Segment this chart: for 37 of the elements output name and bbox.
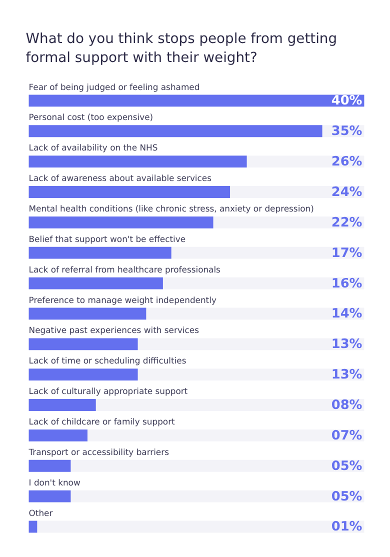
- data-label: 24%: [331, 184, 362, 200]
- data-label: 35%: [331, 124, 362, 140]
- bar: [28, 429, 88, 442]
- y-tick-label: Lack of time or scheduling difficulties: [28, 356, 186, 366]
- text: What do you think stops people from getting: [26, 31, 338, 48]
- data-label: 14%: [331, 306, 362, 322]
- data-label: 40%: [331, 94, 362, 109]
- y-tick-label: Lack of culturally appropriate support: [28, 386, 188, 396]
- y-tick-label: Lack of childcare or family support: [28, 416, 176, 427]
- data-label: 13%: [331, 337, 362, 352]
- y-tick-label: Mental health conditions (like chronic stress, anxiety or depression): [28, 204, 314, 214]
- y-tick-label: Fear of being judged or feeling ashamed: [28, 82, 200, 92]
- data-label: 26%: [331, 154, 362, 170]
- data-label: 13%: [331, 368, 362, 383]
- data-label: 22%: [331, 215, 362, 230]
- data-label: 17%: [331, 246, 362, 261]
- y-tick-label: Negative past experiences with services: [28, 325, 199, 336]
- y-tick-label: Personal cost (too expensive): [28, 112, 154, 122]
- data-label: 16%: [331, 276, 362, 292]
- y-tick-label: Preference to manage weight independently: [28, 294, 216, 305]
- bar: [28, 460, 71, 472]
- y-tick-label: Transport or accessibility barriers: [28, 446, 169, 457]
- text: formal support with their weight?: [26, 50, 258, 66]
- bar: [28, 520, 38, 533]
- y-tick-label: Other: [28, 508, 54, 518]
- y-tick-label: I don't know: [28, 477, 80, 488]
- data-label: 05%: [331, 458, 362, 474]
- y-tick-label: Lack of availability on the NHS: [28, 142, 158, 153]
- data-label: 08%: [331, 398, 362, 413]
- data-label: 07%: [331, 428, 362, 444]
- data-label: 01%: [331, 520, 362, 535]
- y-tick-label: Belief that support won't be effective: [28, 234, 186, 244]
- y-tick-label: Lack of awareness about available services: [28, 173, 212, 184]
- bar: [28, 490, 71, 502]
- bar: [28, 399, 96, 411]
- data-label: 05%: [331, 489, 362, 504]
- y-tick-label: Lack of referral from healthcare professionals: [28, 264, 220, 274]
